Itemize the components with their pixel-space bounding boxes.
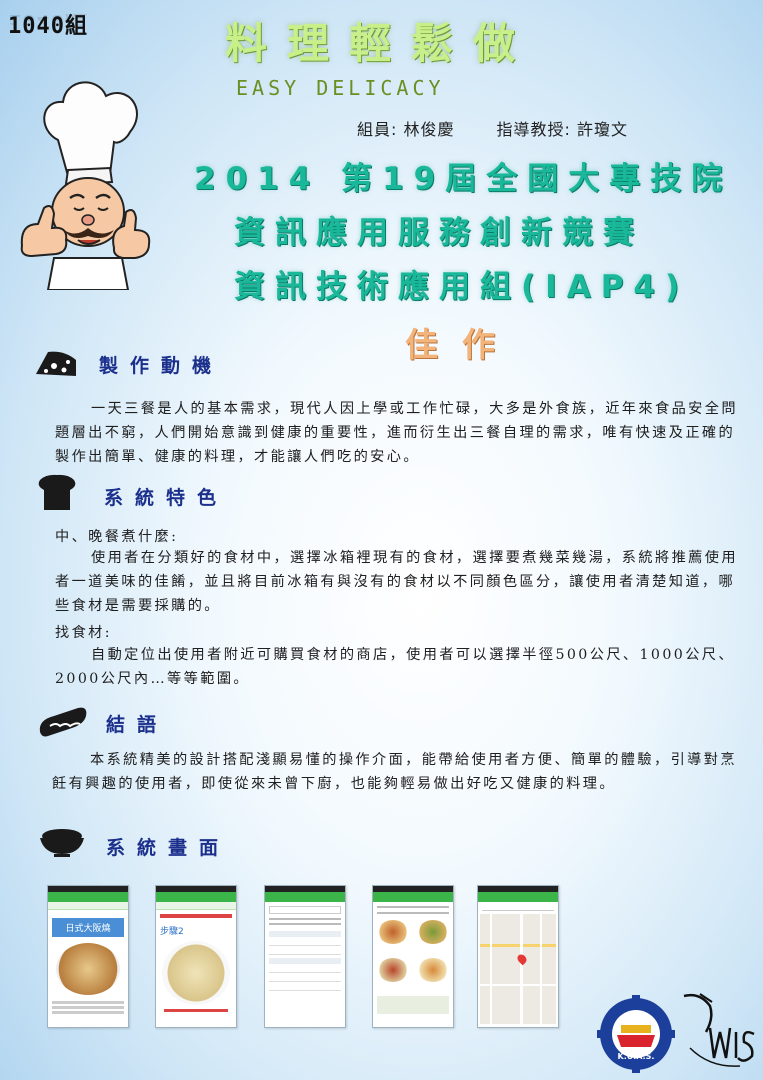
section-title-screens: 系統畫面 (106, 837, 231, 859)
logo-text: K.U.A.S. (618, 1052, 655, 1061)
feature-2-body: 自動定位出使用者附近可購買食材的商店，使用者可以選擇半徑500公尺、1000公尺… (55, 647, 735, 687)
section-title-conclusion: 結語 (106, 714, 169, 736)
member-name: 組員: 林俊慶 (357, 120, 455, 139)
rice-bowl-icon (40, 829, 84, 857)
feature-1-label: 中、晚餐煮什麼: (55, 529, 179, 545)
mis-logo (683, 993, 755, 1067)
section-title-features: 系統特色 (104, 487, 229, 509)
screenshot-map (477, 885, 559, 1028)
chef-illustration (20, 81, 151, 290)
competition-line-1: 2014 第19屆全國大專技院 (194, 161, 733, 197)
bread-icon (38, 474, 76, 510)
section-title-motivation: 製作動機 (99, 355, 224, 377)
cheese-icon (36, 351, 76, 376)
feature-2-label: 找食材: (55, 625, 112, 641)
screenshot-recipe: 日式大阪燒 (47, 885, 129, 1028)
advisor-name: 指導教授: 許瓊文 (496, 120, 628, 139)
screenshot-step: 步驟2 (155, 885, 237, 1028)
screenshot-step-title: 步驟2 (160, 927, 184, 937)
hotdog-icon (39, 707, 87, 737)
poster-subtitle: EASY DELICACY (236, 76, 445, 100)
award-label: 佳作 (405, 325, 519, 364)
competition-line-3: 資訊技術應用組(IAP4) (234, 269, 690, 305)
poster-title: 料理輕鬆做 (225, 19, 536, 68)
group-id-reflection: 1040組 (8, 11, 88, 27)
feature-1-body: 使用者在分類好的食材中，選擇冰箱裡現有的食材，選擇要煮幾菜幾湯，系統將推薦使用者… (55, 550, 738, 614)
screenshot-ingredients (264, 885, 346, 1028)
motivation-body: 一天三餐是人的基本需求，現代人因上學或工作忙碌，大多是外食族，近年來食品安全問題… (55, 401, 738, 465)
screenshot-recipe-title: 日式大阪燒 (52, 918, 124, 937)
kuas-logo: K.U.A.S. (597, 995, 675, 1073)
competition-line-2: 資訊應用服務創新競賽 (234, 215, 644, 251)
group-id: 1040組 (8, 14, 88, 39)
conclusion-body: 本系統精美的設計搭配淺顯易懂的操作介面，能帶給使用者方便、簡單的體驗，引導對烹飪… (52, 752, 737, 792)
members-line: 組員: 林俊慶 指導教授: 許瓊文 (357, 116, 628, 140)
screenshot-dishes (372, 885, 454, 1028)
